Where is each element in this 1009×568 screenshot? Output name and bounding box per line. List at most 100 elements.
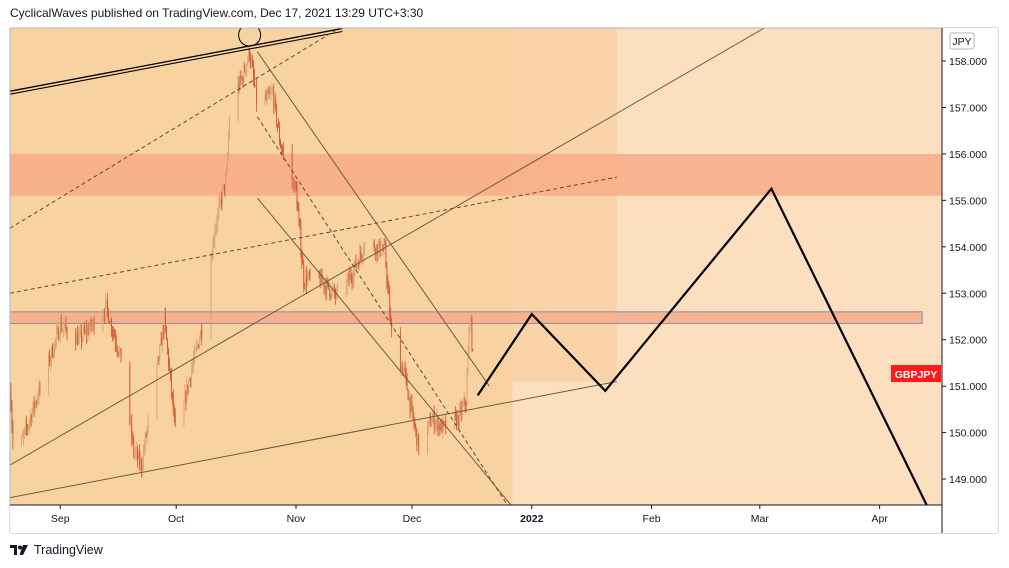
candle-body bbox=[49, 354, 51, 364]
candle-body bbox=[382, 249, 384, 251]
currency-label: JPY bbox=[952, 36, 971, 48]
x-tick-label: Feb bbox=[643, 513, 661, 525]
candle-body bbox=[109, 321, 110, 325]
candle-body bbox=[281, 147, 282, 150]
candle-body bbox=[330, 296, 332, 298]
candle-body bbox=[438, 424, 440, 432]
symbol-badge bbox=[891, 365, 941, 382]
candle-body bbox=[145, 435, 147, 437]
candle-body bbox=[194, 350, 195, 360]
candle-body bbox=[249, 49, 251, 58]
candle-body bbox=[54, 341, 55, 354]
candle-body bbox=[406, 377, 408, 390]
candle-body bbox=[239, 75, 241, 89]
footer-brand[interactable]: TradingView bbox=[34, 543, 103, 557]
candle-body bbox=[213, 241, 215, 243]
candle-body bbox=[399, 332, 401, 373]
candle-body bbox=[112, 330, 113, 333]
candle-body bbox=[104, 314, 106, 317]
x-tick-label: Oct bbox=[168, 513, 184, 525]
candle-body bbox=[227, 137, 229, 157]
candle-body bbox=[89, 319, 91, 329]
candle-body bbox=[217, 212, 219, 224]
candle-body bbox=[110, 319, 111, 325]
candle-body bbox=[201, 332, 203, 338]
candle-body bbox=[93, 319, 95, 330]
candle-body bbox=[36, 400, 38, 404]
candle-body bbox=[195, 348, 196, 351]
candle-body bbox=[84, 329, 86, 332]
candle-body bbox=[353, 269, 355, 280]
candle-body bbox=[198, 344, 199, 348]
candle-body bbox=[116, 347, 118, 352]
candle-body bbox=[51, 346, 52, 359]
candle-body bbox=[81, 331, 82, 342]
resistance-zone bbox=[9, 311, 923, 324]
candle-body bbox=[389, 294, 391, 315]
candle-body bbox=[91, 324, 93, 327]
candle-body bbox=[118, 350, 120, 355]
x-tick-label: Mar bbox=[751, 513, 770, 525]
candle-body bbox=[437, 418, 439, 432]
candle-body bbox=[405, 371, 407, 378]
candle-body bbox=[325, 285, 327, 294]
candle-body bbox=[319, 276, 321, 286]
candle-body bbox=[264, 96, 266, 104]
candle-body bbox=[21, 437, 22, 444]
candle-body bbox=[337, 289, 338, 291]
candle-body bbox=[333, 287, 335, 289]
candle-body bbox=[274, 98, 276, 108]
x-tick-label: Sep bbox=[51, 513, 70, 525]
x-tick-label: 2022 bbox=[520, 513, 544, 525]
candle-body bbox=[75, 335, 77, 345]
candle-body bbox=[444, 420, 446, 422]
candle-body bbox=[196, 345, 197, 349]
candle-body bbox=[456, 415, 458, 427]
candle-body bbox=[216, 223, 218, 227]
candle-body bbox=[457, 415, 459, 426]
candle-body bbox=[414, 423, 416, 427]
candle-body bbox=[85, 329, 87, 335]
candle-body bbox=[385, 244, 387, 266]
candle-body bbox=[220, 199, 222, 201]
candle-body bbox=[227, 156, 228, 172]
candle-body bbox=[255, 85, 256, 87]
candle-body bbox=[64, 322, 66, 327]
candle-body bbox=[322, 282, 324, 284]
candle-body bbox=[270, 91, 272, 94]
candle-body bbox=[305, 274, 307, 287]
candle-body bbox=[211, 259, 213, 261]
candle-body bbox=[388, 285, 390, 295]
candle-body bbox=[407, 389, 409, 400]
candle-body bbox=[462, 403, 464, 406]
candle-body bbox=[470, 319, 472, 320]
candle-body bbox=[55, 331, 57, 340]
candle-body bbox=[408, 397, 410, 400]
candle-body bbox=[132, 437, 134, 439]
y-tick-label: 151.000 bbox=[949, 381, 987, 393]
candle-body bbox=[191, 370, 193, 382]
candle-body bbox=[307, 277, 309, 285]
candle-body bbox=[215, 226, 217, 233]
candle-body bbox=[383, 244, 385, 251]
candle-body bbox=[147, 417, 149, 428]
candle-body bbox=[52, 346, 53, 357]
candle-body bbox=[293, 179, 295, 193]
candle-body bbox=[214, 232, 216, 242]
candle-body bbox=[39, 385, 41, 389]
candle-body bbox=[24, 429, 25, 434]
candle-body bbox=[303, 264, 305, 286]
candle-body bbox=[221, 199, 223, 204]
candle-body bbox=[197, 344, 198, 346]
candle-body bbox=[61, 329, 63, 331]
candle-body bbox=[138, 452, 139, 460]
y-tick-label: 155.000 bbox=[949, 195, 987, 207]
currency-badge bbox=[949, 32, 975, 50]
candle-body bbox=[283, 150, 284, 152]
candle-body bbox=[237, 82, 239, 120]
candle-body bbox=[390, 314, 392, 321]
candle-body bbox=[103, 314, 105, 317]
candle-body bbox=[454, 413, 455, 429]
candle-body bbox=[38, 385, 40, 399]
